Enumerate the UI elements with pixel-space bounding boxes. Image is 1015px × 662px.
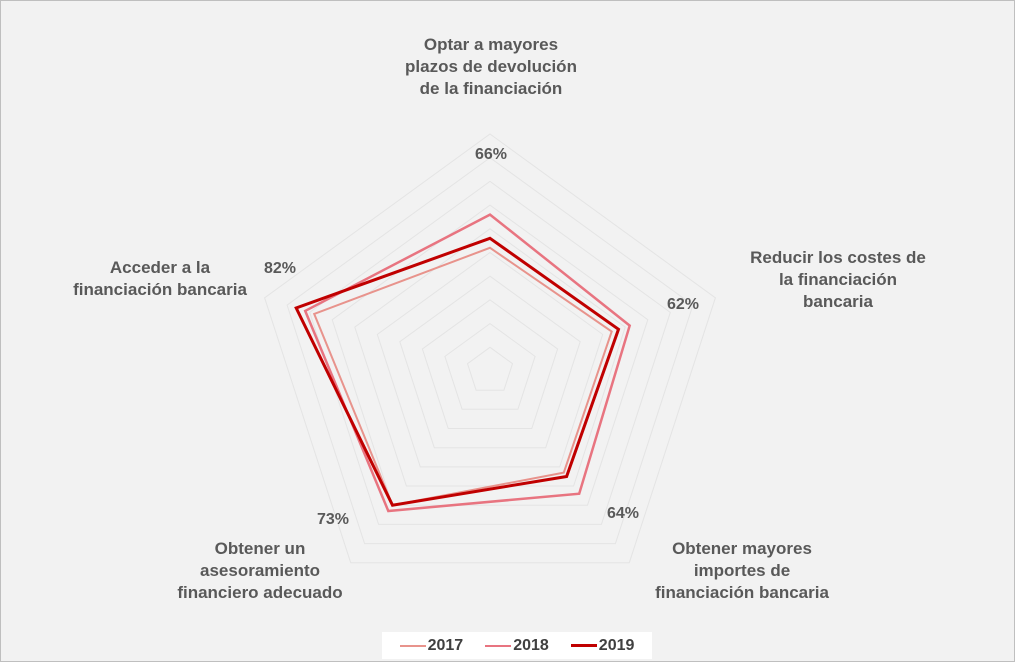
axis-label-2-line-2: financiación bancaria — [655, 583, 829, 602]
axis-label-1-line-2: bancaria — [803, 292, 873, 311]
axis-label-3: Obtener un asesoramiento financiero adecua… — [177, 539, 342, 602]
axis-label-0-line-0: Optar a mayores — [424, 35, 558, 54]
grid-ring-10 — [264, 133, 716, 564]
series-2019 — [294, 236, 621, 507]
axis-label-0: Optar a mayores plazos de devolución de la… — [405, 35, 577, 98]
value-label-4: 82% — [264, 260, 296, 277]
value-label-2: 64% — [607, 505, 639, 522]
axis-label-3-line-1: asesoramiento — [200, 561, 320, 580]
legend-item-2018: 2018 — [485, 637, 549, 655]
axis-label-1: Reducir los costes de la financiación banc… — [750, 248, 926, 311]
axis-label-4-line-0: Acceder a la — [110, 258, 211, 277]
legend-label-2019: 2019 — [598, 636, 635, 654]
axis-label-2-line-1: importes de — [694, 561, 790, 580]
axis-label-1-line-0: Reducir los costes de — [750, 248, 926, 267]
axis-label-4: Acceder a la financiación bancaria — [73, 258, 247, 299]
legend-swatch-2019 — [570, 644, 597, 647]
grid-ring-7 — [331, 204, 649, 506]
value-label-0: 66% — [475, 146, 507, 163]
grid-ring-9 — [286, 157, 694, 545]
grid-ring-8 — [309, 180, 671, 525]
legend-label-2018: 2018 — [513, 636, 549, 654]
axis-label-0-line-2: de la financiación — [420, 79, 563, 98]
axis-label-0-line-1: plazos de devolución — [405, 57, 577, 76]
axis-label-2: Obtener mayores importes de financiación b… — [655, 539, 829, 602]
legend-swatch-2018 — [485, 644, 512, 647]
legend-item-2019: 2019 — [570, 636, 635, 655]
axis-label-4-line-1: financiación bancaria — [73, 280, 247, 299]
value-label-3: 73% — [317, 511, 349, 528]
grid-ring-2 — [444, 322, 536, 410]
radar-series — [294, 213, 632, 513]
axis-label-3-line-0: Obtener un — [215, 539, 306, 558]
axis-label-3-line-2: financiero adecuado — [177, 583, 342, 602]
grid-ring-1 — [466, 346, 514, 391]
legend-swatch-2017 — [399, 644, 426, 647]
radar-grid — [264, 133, 716, 564]
radar-labels: Optar a mayores plazos de devolución de la… — [73, 35, 926, 602]
legend: 2017 2018 2019 — [382, 632, 652, 659]
grid-ring-4 — [399, 275, 581, 449]
legend-label-2017: 2017 — [427, 636, 464, 654]
legend-item-2017: 2017 — [399, 636, 464, 655]
axis-label-2-line-0: Obtener mayores — [672, 539, 812, 558]
axis-label-1-line-1: la financiación — [779, 270, 897, 289]
series-2017 — [312, 246, 613, 507]
grid-ring-5 — [376, 251, 604, 468]
grid-ring-3 — [421, 299, 559, 429]
value-label-1: 62% — [667, 296, 699, 313]
